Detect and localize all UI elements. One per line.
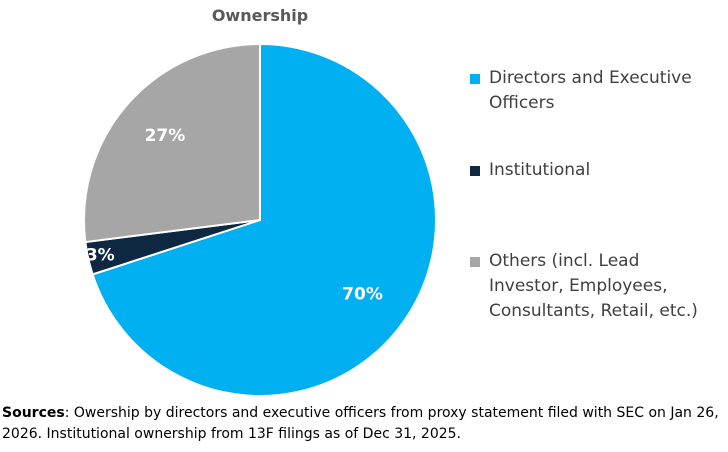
legend-item-institutional: Institutional xyxy=(470,158,720,183)
legend-label-institutional: Institutional xyxy=(489,160,591,180)
pie-slice-others xyxy=(83,43,261,244)
chart-title: Ownership xyxy=(211,6,309,25)
pie-chart: 70% 3% 27% xyxy=(83,43,437,397)
legend-label-directors: Directors and Executive Officers xyxy=(489,68,692,113)
pie-slices xyxy=(83,43,437,397)
sources-footnote: Sources: Owership by directors and execu… xyxy=(2,403,726,445)
legend-swatch-directors xyxy=(470,74,480,84)
legend-swatch-institutional xyxy=(470,166,480,176)
sources-text: : Owership by directors and executive of… xyxy=(2,405,719,442)
pie-label-institutional: 3% xyxy=(86,246,115,266)
legend-item-others: Others (incl. Lead Investor, Employees, … xyxy=(470,249,720,324)
legend-label-others: Others (incl. Lead Investor, Employees, … xyxy=(489,251,698,321)
legend-item-directors: Directors and Executive Officers xyxy=(470,66,720,116)
pie-labels: 70% 3% 27% xyxy=(86,126,383,304)
sources-label: Sources xyxy=(2,405,65,421)
pie-label-directors: 70% xyxy=(342,284,383,304)
pie-slice-directors xyxy=(91,43,437,397)
pie-label-others: 27% xyxy=(145,126,186,146)
legend-swatch-others xyxy=(470,257,480,267)
